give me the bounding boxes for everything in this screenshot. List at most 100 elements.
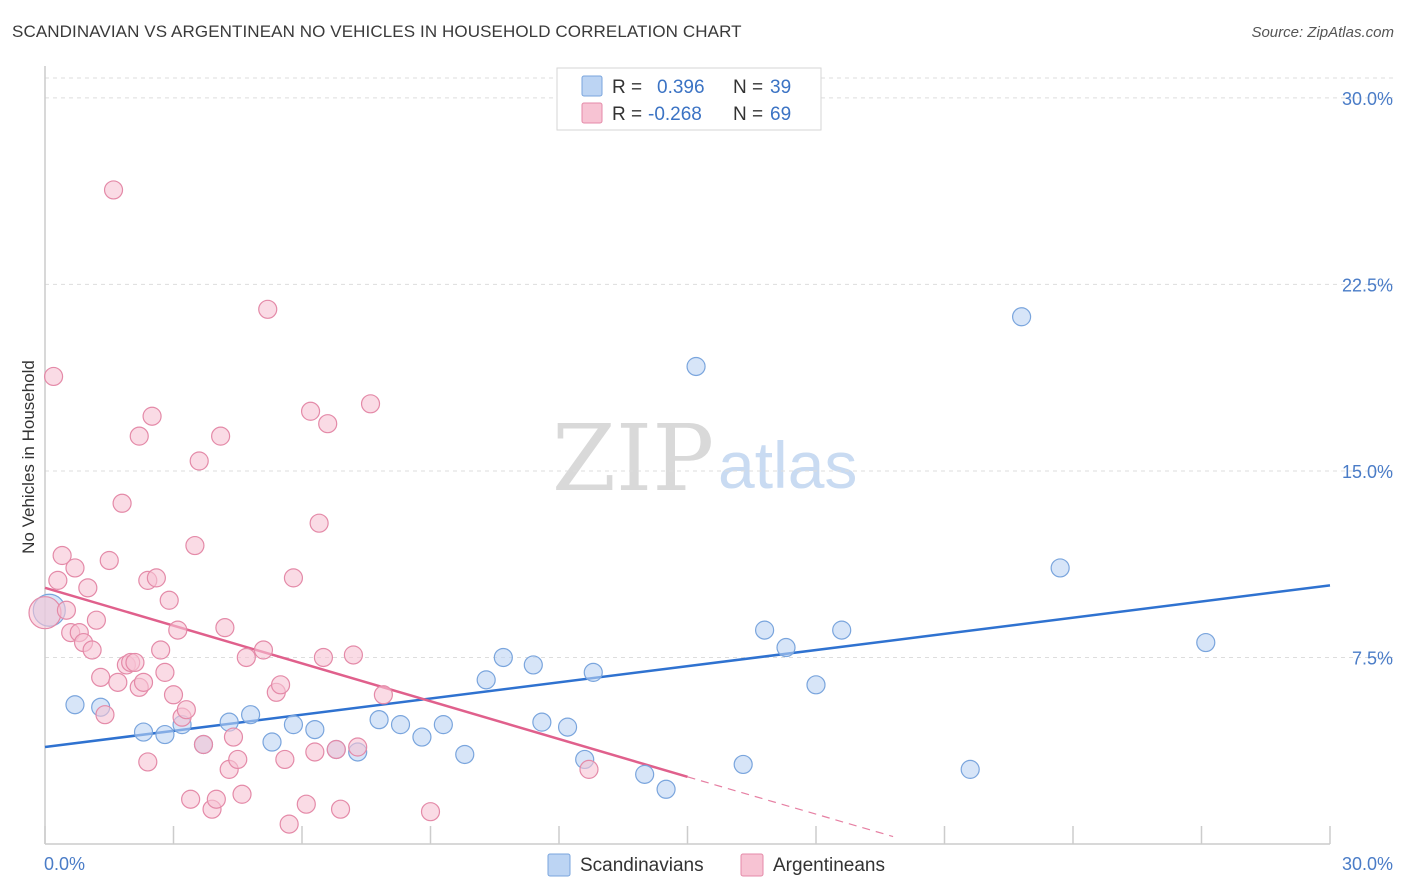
scandinavian-point	[635, 764, 655, 784]
axes	[44, 66, 1331, 845]
scandinavian-point	[65, 695, 85, 715]
argentinean-point	[223, 727, 244, 747]
argentinean-point	[193, 734, 214, 755]
argentinean-point	[91, 667, 111, 687]
argentinean-point	[360, 394, 381, 414]
argentinean-point	[78, 578, 98, 598]
scandinavian-trend-line	[44, 584, 1331, 749]
series-legend-label-scandinavians: Scandinavians	[580, 855, 704, 876]
series-legend-label-argentineans: Argentineans	[773, 855, 885, 876]
argentinean-point	[28, 596, 62, 630]
scandinavian-point	[369, 710, 389, 730]
scandinavian-point	[686, 356, 706, 377]
argentinean-point	[155, 662, 175, 682]
argentinean-point	[103, 180, 124, 200]
y-tick-label: 30.0%	[1342, 89, 1393, 109]
argentinean-point	[151, 640, 171, 660]
series-legend-swatch-scandinavians	[547, 853, 571, 877]
scandinavian-point	[1196, 632, 1216, 653]
scandinavian-point	[493, 647, 513, 668]
scandinavian-point	[1050, 558, 1070, 578]
legend-n-value: 39	[770, 77, 791, 98]
argentinean-point	[43, 366, 64, 387]
scandinavian-point	[155, 724, 175, 745]
scandinavian-point	[733, 754, 753, 775]
argentinean-trend-extension	[687, 776, 894, 838]
legend-r-label: R =	[612, 104, 642, 125]
argentinean-point	[185, 535, 205, 556]
scandinavian-point	[133, 722, 154, 742]
argentinean-point	[129, 426, 149, 446]
argentinean-point	[112, 493, 132, 513]
watermark-atlas: atlas	[718, 428, 857, 502]
chart-source: Source: ZipAtlas.com	[1251, 24, 1394, 41]
scandinavian-point	[476, 670, 496, 690]
argentinean-point	[211, 426, 231, 446]
argentinean-point	[330, 799, 351, 819]
argentinean-point	[99, 550, 119, 571]
y-axis-title: No Vehicles in Household	[19, 360, 38, 554]
scandinavian-point	[806, 675, 826, 695]
x-tick-label: 0.0%	[44, 854, 85, 874]
scandinavian-point	[583, 662, 603, 682]
data-points	[28, 180, 1216, 834]
argentinean-point	[313, 647, 334, 668]
scandinavian-point	[433, 715, 453, 735]
watermark-zip: ZIP	[552, 405, 714, 512]
scandinavian-point	[390, 715, 411, 735]
legend-swatch-scandinavians	[581, 75, 603, 97]
argentinean-point	[48, 570, 68, 590]
y-tick-label: 22.5%	[1342, 275, 1393, 295]
chart-title: SCANDINAVIAN VS ARGENTINEAN NO VEHICLES …	[12, 22, 742, 41]
stats-legend: R = 0.396 N = 39 R = -0.268 N = 69	[556, 67, 822, 131]
argentinean-point	[373, 685, 393, 705]
scandinavian-point	[656, 779, 676, 799]
argentinean-point	[142, 406, 162, 426]
argentinean-point	[258, 299, 278, 319]
argentinean-point	[65, 558, 85, 578]
argentinean-point	[215, 618, 235, 638]
trend-lines	[44, 584, 1331, 838]
argentinean-point	[348, 737, 368, 757]
argentinean-point	[283, 568, 304, 588]
argentinean-point	[146, 568, 166, 588]
argentinean-point	[326, 739, 346, 760]
scandinavian-point	[241, 705, 261, 725]
argentinean-point	[300, 401, 321, 421]
argentinean-point	[82, 640, 102, 660]
scandinavian-point	[832, 620, 852, 640]
y-tick-label: 15.0%	[1342, 462, 1393, 482]
argentinean-point	[318, 414, 338, 434]
tick-labels: 7.5% 15.0% 22.5% 30.0% 0.0% 30.0%	[44, 89, 1393, 874]
legend-r-label: R =	[612, 77, 642, 98]
argentinean-point	[133, 672, 154, 692]
argentinean-point	[305, 742, 325, 762]
scandinavian-point	[283, 715, 304, 735]
argentinean-point	[236, 647, 256, 668]
argentinean-point	[108, 672, 128, 692]
argentinean-point	[138, 752, 158, 772]
argentinean-point	[420, 802, 441, 822]
scandinavian-point	[1011, 307, 1032, 327]
argentinean-point	[56, 600, 77, 620]
argentinean-point	[296, 794, 316, 814]
argentinean-point	[163, 685, 184, 705]
gridlines	[45, 77, 1393, 658]
legend-r-value: -0.268	[648, 104, 702, 125]
legend-n-label: N =	[733, 104, 763, 125]
argentinean-point	[232, 784, 252, 804]
scandinavian-point	[557, 717, 578, 737]
argentinean-point	[275, 749, 295, 770]
argentinean-point	[176, 700, 196, 720]
legend-swatch-argentineans	[581, 102, 603, 124]
scandinavian-point	[523, 655, 543, 675]
argentinean-point	[228, 749, 248, 770]
argentinean-point	[309, 513, 329, 533]
scandinavian-point	[455, 744, 475, 765]
series-legend-swatch-argentineans	[740, 853, 764, 877]
argentinean-point	[579, 759, 599, 779]
scandinavian-point	[305, 719, 325, 740]
x-tick-label: 30.0%	[1342, 854, 1393, 874]
scandinavian-point	[776, 637, 796, 658]
